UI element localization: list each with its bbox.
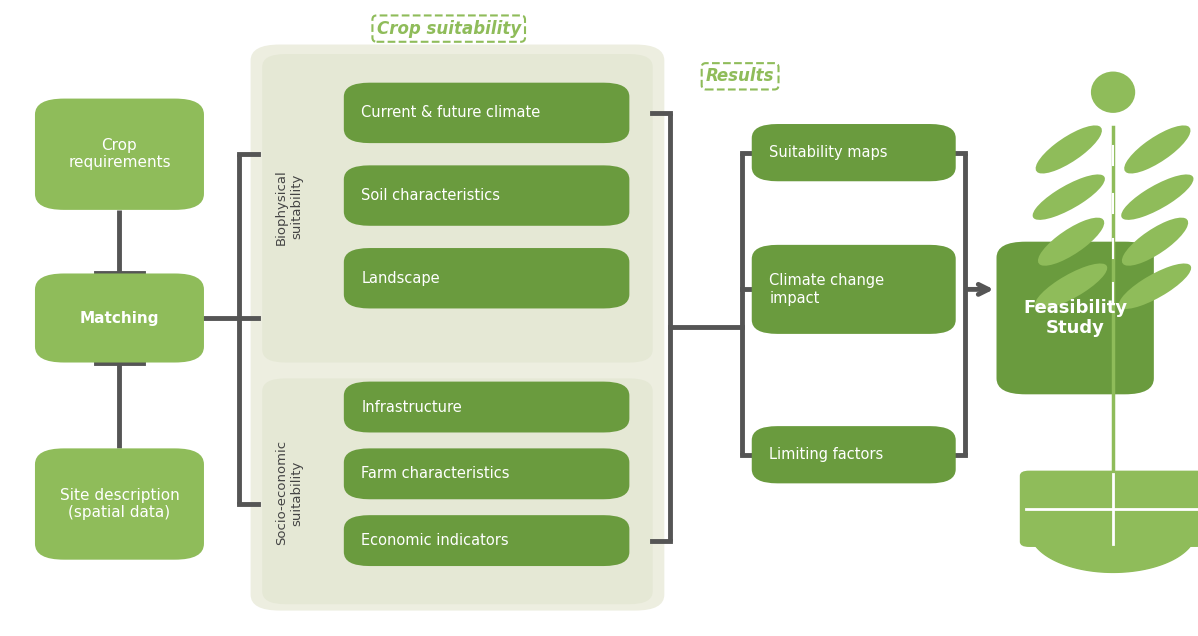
Ellipse shape: [1037, 218, 1105, 266]
FancyBboxPatch shape: [344, 83, 629, 143]
FancyBboxPatch shape: [262, 378, 653, 604]
Text: Landscape: Landscape: [362, 271, 440, 286]
Text: Economic indicators: Economic indicators: [362, 533, 509, 548]
FancyBboxPatch shape: [35, 273, 204, 363]
FancyBboxPatch shape: [997, 242, 1154, 394]
Ellipse shape: [1119, 263, 1191, 309]
FancyBboxPatch shape: [344, 448, 629, 499]
Text: Farm characteristics: Farm characteristics: [362, 466, 510, 481]
FancyBboxPatch shape: [35, 448, 204, 560]
FancyBboxPatch shape: [344, 165, 629, 226]
Ellipse shape: [1033, 174, 1105, 220]
FancyBboxPatch shape: [344, 515, 629, 566]
Text: Climate change
impact: Climate change impact: [769, 273, 884, 305]
Ellipse shape: [1121, 174, 1193, 220]
Text: Matching: Matching: [80, 310, 159, 326]
Text: Suitability maps: Suitability maps: [769, 145, 888, 160]
FancyBboxPatch shape: [752, 245, 956, 334]
Text: Biophysical
suitability: Biophysical suitability: [276, 169, 303, 245]
Text: Crop
requirements: Crop requirements: [68, 138, 171, 170]
FancyBboxPatch shape: [250, 45, 665, 611]
Ellipse shape: [1091, 72, 1136, 113]
FancyBboxPatch shape: [35, 99, 204, 210]
FancyBboxPatch shape: [262, 54, 653, 363]
Ellipse shape: [1124, 125, 1191, 174]
FancyBboxPatch shape: [344, 382, 629, 432]
Text: Current & future climate: Current & future climate: [362, 106, 540, 120]
FancyBboxPatch shape: [752, 124, 956, 181]
FancyBboxPatch shape: [752, 426, 956, 483]
Polygon shape: [1035, 545, 1191, 572]
Text: Socio-economic
suitability: Socio-economic suitability: [276, 440, 303, 546]
Text: Limiting factors: Limiting factors: [769, 447, 883, 462]
Ellipse shape: [1121, 218, 1188, 266]
FancyBboxPatch shape: [1019, 471, 1198, 547]
Text: Feasibility
Study: Feasibility Study: [1023, 298, 1127, 338]
Ellipse shape: [1035, 263, 1107, 309]
Text: Crop suitability: Crop suitability: [376, 20, 521, 38]
FancyBboxPatch shape: [344, 248, 629, 308]
Text: Results: Results: [706, 67, 774, 85]
Ellipse shape: [1035, 125, 1102, 174]
Text: Infrastructure: Infrastructure: [362, 399, 462, 415]
Text: Site description
(spatial data): Site description (spatial data): [60, 488, 180, 520]
Text: Soil characteristics: Soil characteristics: [362, 188, 501, 203]
